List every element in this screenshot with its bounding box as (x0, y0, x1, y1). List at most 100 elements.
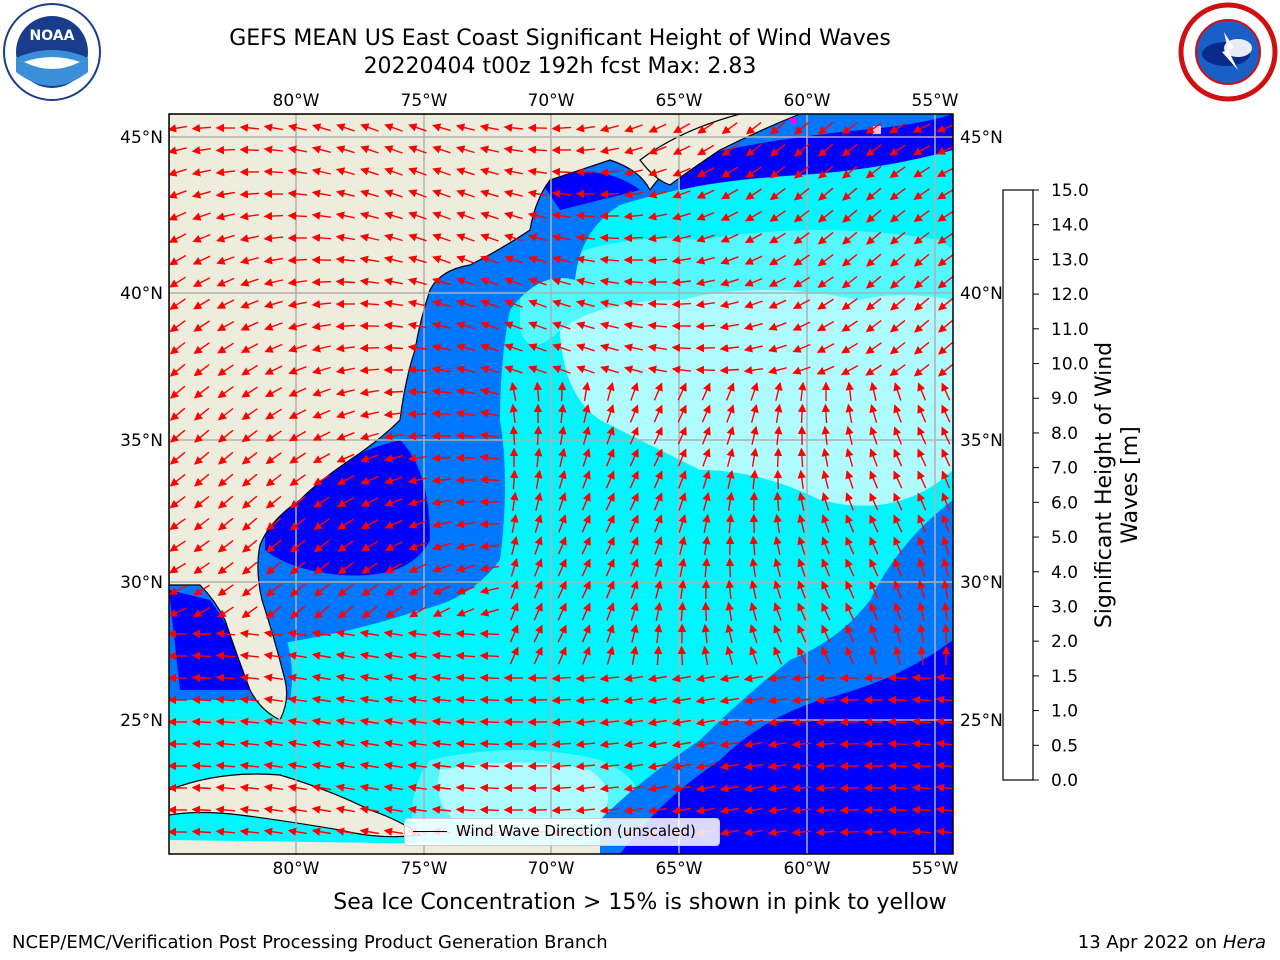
wave-direction-arrow (797, 602, 807, 621)
wave-direction-arrow (551, 673, 572, 683)
wave-direction-arrow (624, 146, 643, 155)
wave-direction-arrow (311, 189, 332, 198)
wave-direction-arrow (263, 673, 284, 682)
wave-direction-arrow (287, 805, 308, 814)
wave-direction-arrow (215, 190, 236, 199)
wave-direction-arrow (653, 382, 663, 401)
wave-direction-arrow (432, 189, 451, 198)
wave-direction-arrow (623, 696, 644, 705)
wave-zone-pale-cyan (559, 254, 953, 506)
wave-direction-arrow (893, 602, 902, 621)
wave-direction-arrow (432, 277, 451, 286)
wave-direction-arrow (654, 558, 663, 577)
wave-direction-arrow (575, 740, 596, 749)
wave-direction-arrow (768, 299, 787, 309)
wave-direction-arrow (791, 806, 812, 815)
wave-direction-arrow (937, 297, 953, 311)
wave-direction-arrow (818, 187, 834, 201)
wave-direction-arrow (407, 343, 427, 352)
wave-direction-arrow (935, 783, 953, 792)
wave-direction-arrow (288, 387, 307, 397)
wave-direction-arrow (623, 299, 643, 308)
wave-direction-arrow (551, 805, 572, 815)
wave-direction-arrow (769, 165, 786, 179)
wave-direction-arrow (623, 784, 644, 793)
wave-direction-arrow (677, 382, 687, 401)
wave-direction-arrow (582, 381, 591, 402)
wave-direction-arrow (534, 558, 543, 577)
wave-direction-arrow (869, 580, 879, 599)
wave-direction-arrow (191, 783, 212, 793)
lat-label-right: 25°N (960, 711, 1003, 731)
wave-direction-arrow (552, 365, 571, 374)
wave-direction-arrow (575, 784, 596, 793)
wave-direction-arrow (385, 584, 402, 596)
wave-direction-arrow (845, 646, 855, 665)
wave-direction-arrow (797, 513, 806, 533)
wave-direction-arrow (792, 321, 811, 331)
wave-direction-arrow (312, 366, 331, 375)
colorbar: 0.0 0.5 1.0 1.5 2.0 3.0 4.0 5.0 6.0 7.0 8.0 9.0 10.0… (1002, 181, 1089, 791)
wave-direction-arrow (192, 255, 211, 265)
wave-direction-arrow (311, 211, 331, 220)
wave-zone-deep-blue-gulf (169, 590, 250, 690)
wave-direction-arrow (194, 473, 210, 487)
wave-direction-arrow (290, 561, 306, 575)
wave-direction-arrow (169, 190, 187, 199)
wave-direction-arrow (725, 557, 735, 578)
wave-direction-arrow (314, 583, 330, 597)
wave-direction-arrow (654, 579, 663, 599)
lon-label-top: 55°W (912, 91, 959, 111)
wave-direction-arrow (791, 674, 812, 683)
wave-direction-arrow (191, 739, 212, 749)
wave-direction-arrow (889, 166, 906, 179)
wave-direction-arrow (719, 365, 740, 375)
wave-direction-arrow (913, 231, 930, 245)
noaa-logo-text: NOAA (30, 28, 75, 44)
wave-direction-arrow (384, 498, 403, 507)
wave-direction-arrow (869, 602, 879, 621)
wave-direction-arrow (239, 673, 259, 682)
wave-direction-arrow (743, 740, 764, 749)
wave-direction-arrow (647, 784, 668, 793)
wave-direction-arrow (509, 646, 519, 665)
wave-direction-arrow (935, 805, 953, 814)
wave-direction-arrow (719, 300, 739, 309)
wave-direction-arrow (241, 473, 258, 487)
map-frame (168, 113, 954, 855)
wave-direction-arrow (797, 558, 806, 577)
wave-direction-arrow (917, 404, 927, 423)
colorbar-tick-label: 8.0 (1051, 424, 1078, 444)
wave-direction-arrow (551, 211, 572, 220)
wave-direction-arrow (239, 234, 259, 243)
wave-direction-arrow (408, 233, 427, 242)
wave-direction-arrow (911, 695, 932, 705)
colorbar-frame (1002, 189, 1034, 781)
wave-direction-arrow (720, 211, 739, 221)
wave-direction-arrow (743, 322, 763, 331)
lat-labels-left: 45°N 40°N 35°N 30°N 25°N (120, 128, 163, 731)
wave-direction-arrow (239, 717, 259, 726)
wave-direction-arrow (336, 123, 355, 132)
wave-direction-arrow (359, 432, 379, 441)
footer-branch: NCEP/EMC/Verification Post Processing Pr… (12, 932, 608, 953)
wave-direction-arrow (576, 343, 595, 352)
wave-direction-arrow (527, 167, 547, 176)
wave-direction-arrow (869, 426, 878, 445)
wave-direction-arrow (719, 344, 739, 353)
wave-direction-arrow (509, 403, 518, 423)
wave-direction-arrow (893, 426, 903, 445)
wave-direction-arrow (697, 122, 714, 134)
wave-direction-arrow (335, 211, 355, 220)
wave-direction-arrow (552, 343, 571, 352)
wave-direction-arrow (889, 364, 906, 377)
wave-direction-arrow (335, 167, 355, 176)
wave-direction-arrow (599, 277, 620, 286)
wave-direction-arrow (869, 536, 879, 555)
wave-direction-arrow (671, 784, 692, 793)
lon-label-top: 60°W (784, 91, 831, 111)
wave-direction-arrow (815, 673, 836, 683)
wave-direction-arrow (359, 629, 380, 638)
wave-direction-arrow (917, 514, 927, 533)
